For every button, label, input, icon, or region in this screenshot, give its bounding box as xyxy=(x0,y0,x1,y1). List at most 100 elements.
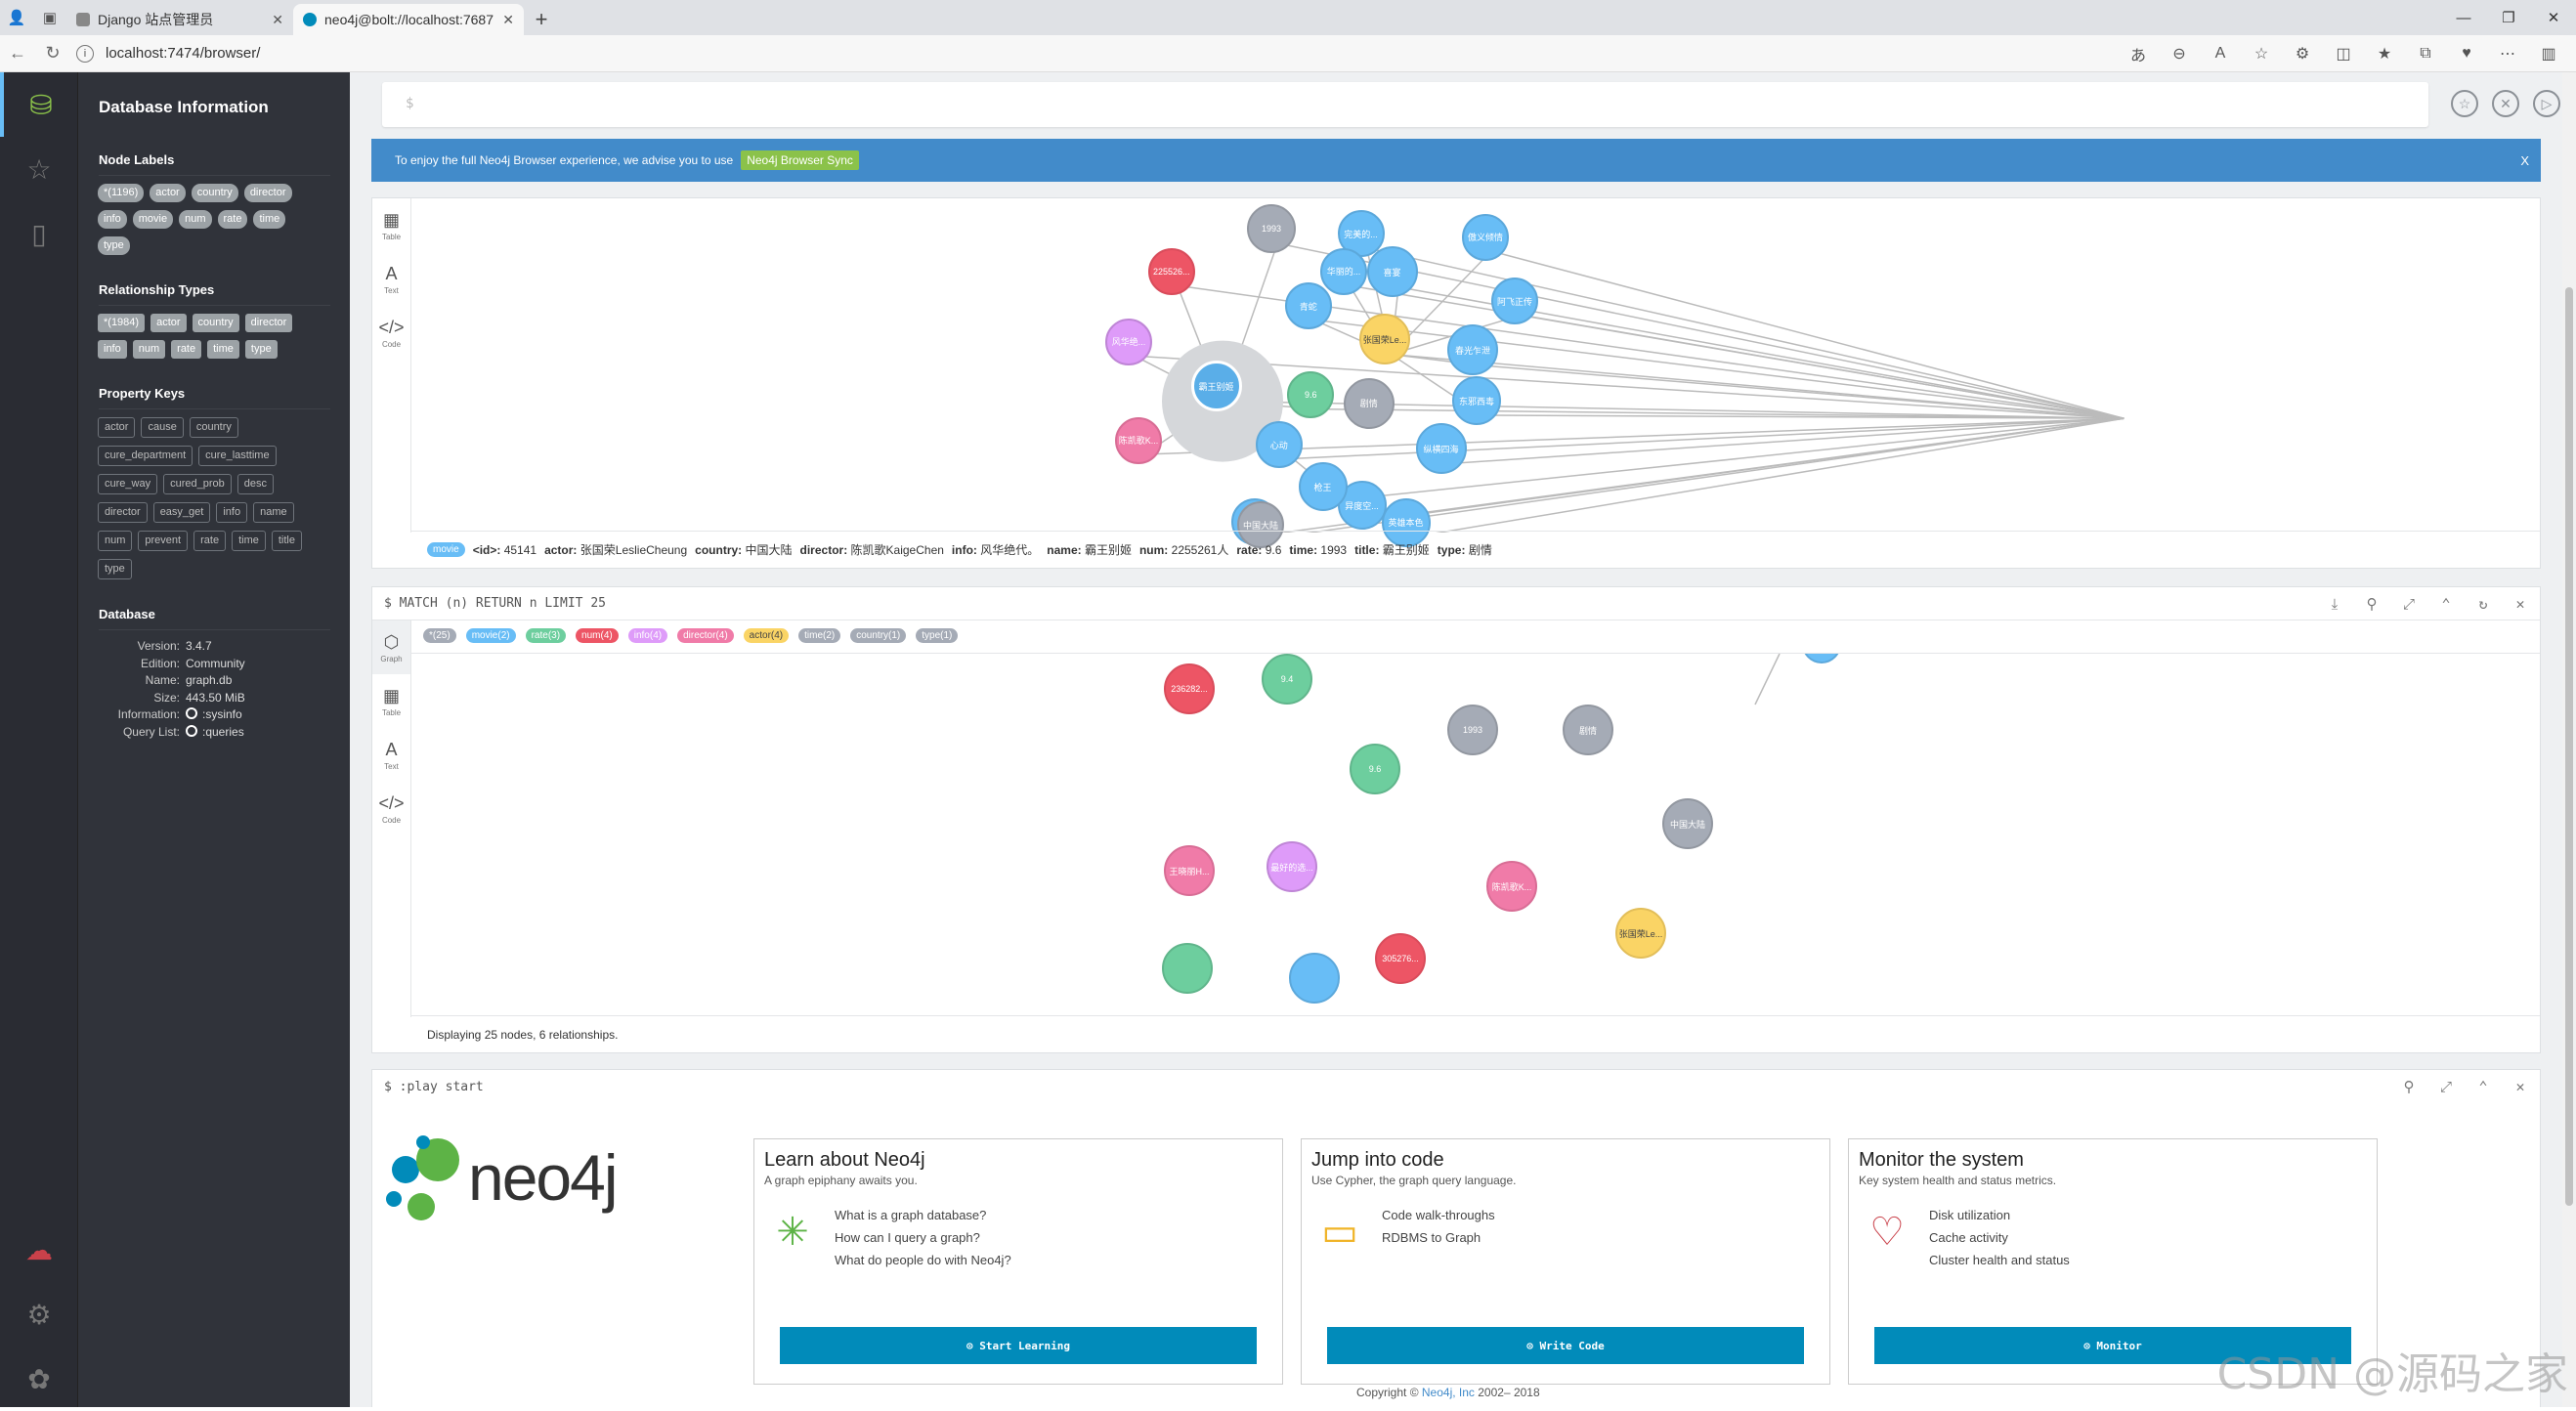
property-key-pill[interactable]: cure_department xyxy=(98,446,193,466)
property-key-pill[interactable]: director xyxy=(98,502,148,523)
collections-icon[interactable]: ⧉ xyxy=(2408,37,2443,70)
frame-query[interactable]: $ MATCH (n) RETURN n LIMIT 25 xyxy=(384,596,606,611)
property-key-pill[interactable]: time xyxy=(232,531,266,551)
legend-label-pill[interactable]: movie(2) xyxy=(466,628,516,643)
legend-label-pill[interactable]: time(2) xyxy=(798,628,840,643)
translate-icon[interactable]: あ xyxy=(2121,37,2156,70)
database-icon[interactable]: ⛁ xyxy=(0,72,78,137)
property-key-pill[interactable]: cure_lasttime xyxy=(198,446,276,466)
fullscreen-icon[interactable]: ⤢ xyxy=(2397,595,2421,613)
card-link[interactable]: How can I query a graph? xyxy=(835,1226,1011,1249)
graph-node[interactable]: 陈凯歌K... xyxy=(1486,861,1537,912)
database-value[interactable]: :queries xyxy=(186,724,244,742)
zoom-icon[interactable]: ⊖ xyxy=(2162,37,2197,70)
node-label-pill[interactable]: *(1196) xyxy=(98,184,144,202)
node-label-pill[interactable]: director xyxy=(244,184,292,202)
property-key-pill[interactable]: actor xyxy=(98,417,135,438)
graph-node[interactable]: 陈凯歌K... xyxy=(1115,417,1162,464)
favorite-query-button[interactable]: ☆ xyxy=(2451,90,2478,117)
graph-node[interactable]: 9.4 xyxy=(1262,654,1312,705)
favorites-star-icon[interactable]: ☆ xyxy=(0,137,78,201)
node-label-pill[interactable]: actor xyxy=(150,184,185,202)
legend-label-pill[interactable]: info(4) xyxy=(628,628,667,643)
table-view-button[interactable]: ▦Table xyxy=(372,198,410,252)
graph-node[interactable]: 喜宴 xyxy=(1367,246,1418,297)
graph-node[interactable]: 张国荣Le... xyxy=(1615,908,1666,959)
graph-node[interactable]: 阿飞正传 xyxy=(1491,278,1538,324)
new-tab-button[interactable]: + xyxy=(524,4,559,35)
node-label-pill[interactable]: time xyxy=(253,210,285,229)
node-label-pill[interactable]: movie xyxy=(133,210,173,229)
node-label-pill[interactable]: rate xyxy=(218,210,248,229)
graph-node[interactable]: 中国大陆 xyxy=(1662,798,1713,849)
documents-icon[interactable]: ▯ xyxy=(0,201,78,266)
database-value[interactable]: :sysinfo xyxy=(186,706,242,724)
graph-node[interactable]: 霸王别姬 xyxy=(1191,361,1242,411)
clear-query-button[interactable]: ✕ xyxy=(2492,90,2519,117)
property-key-pill[interactable]: type xyxy=(98,559,132,579)
property-key-pill[interactable]: easy_get xyxy=(153,502,211,523)
legend-label-pill[interactable]: *(25) xyxy=(423,628,456,643)
graph-node[interactable]: 1993 xyxy=(1447,705,1498,755)
relationship-type-pill[interactable]: country xyxy=(193,314,239,332)
graph-node[interactable]: 枪王 xyxy=(1299,462,1348,511)
property-key-pill[interactable]: cured_prob xyxy=(163,474,232,494)
frame-query[interactable]: $ :play start xyxy=(384,1080,484,1094)
legend-label-pill[interactable]: num(4) xyxy=(576,628,619,643)
neo4j-link[interactable]: Neo4j, Inc xyxy=(1422,1386,1475,1399)
browser-tab-django[interactable]: Django 站点管理员 ✕ xyxy=(66,4,293,35)
run-query-button[interactable]: ▷ xyxy=(2533,90,2560,117)
graph-node[interactable]: 最好的选... xyxy=(1267,841,1317,892)
relationship-type-pill[interactable]: info xyxy=(98,340,127,359)
split-screen-icon[interactable]: ◫ xyxy=(2326,37,2361,70)
close-frame-icon[interactable]: ✕ xyxy=(2509,1078,2532,1095)
favorite-star-icon[interactable]: ☆ xyxy=(2244,37,2279,70)
property-key-pill[interactable]: rate xyxy=(193,531,226,551)
card-link[interactable]: Code walk-throughs xyxy=(1382,1204,1495,1226)
graph-node[interactable] xyxy=(1162,943,1213,994)
cloud-disconnected-icon[interactable]: ☁ xyxy=(0,1218,78,1282)
settings-gear-icon[interactable]: ⚙ xyxy=(0,1282,78,1347)
graph-node[interactable]: 纵横四海 xyxy=(1416,423,1467,474)
property-key-pill[interactable]: num xyxy=(98,531,132,551)
reload-icon[interactable]: ↻ xyxy=(35,37,70,70)
scrollbar-thumb[interactable] xyxy=(2565,287,2573,1206)
banner-close-button[interactable]: X xyxy=(2520,153,2529,168)
tab-close-icon[interactable]: ✕ xyxy=(502,12,514,28)
graph-node[interactable]: 华丽的... xyxy=(1320,248,1367,295)
relationship-type-pill[interactable]: *(1984) xyxy=(98,314,145,332)
card-link[interactable]: What is a graph database? xyxy=(835,1204,1011,1226)
pin-icon[interactable]: ⚲ xyxy=(2397,1078,2421,1095)
node-label-pill[interactable]: country xyxy=(192,184,238,202)
node-label-badge[interactable]: movie xyxy=(427,542,465,557)
graph-node[interactable]: 剧情 xyxy=(1344,378,1395,429)
tab-actions-icon[interactable]: ▣ xyxy=(33,0,66,35)
stream-scrollbar[interactable] xyxy=(2562,72,2576,1407)
restore-icon[interactable]: ❐ xyxy=(2486,0,2531,35)
graph-node[interactable]: 张国荣Le... xyxy=(1359,314,1410,364)
property-key-pill[interactable]: info xyxy=(216,502,247,523)
browser-essentials-icon[interactable]: ♥ xyxy=(2449,37,2484,70)
pin-icon[interactable]: ⚲ xyxy=(2360,595,2383,613)
graph-node[interactable]: 9.6 xyxy=(1350,744,1400,794)
property-key-pill[interactable]: title xyxy=(272,531,302,551)
card-action-button[interactable]: ⊙ Start Learning xyxy=(780,1327,1257,1364)
graph-node[interactable]: 东邪西毒 xyxy=(1452,376,1501,425)
graph-node[interactable]: 心动 xyxy=(1256,421,1303,468)
fullscreen-icon[interactable]: ⤢ xyxy=(2434,1078,2458,1095)
graph-view-button[interactable]: ⬡Graph xyxy=(372,620,410,674)
relationship-type-pill[interactable]: type xyxy=(245,340,278,359)
legend-label-pill[interactable]: actor(4) xyxy=(744,628,789,643)
download-icon[interactable]: ⤓ xyxy=(2323,595,2346,613)
extensions-icon[interactable]: ⚙ xyxy=(2285,37,2320,70)
card-action-button[interactable]: ⊙ Write Code xyxy=(1327,1327,1804,1364)
table-view-button[interactable]: ▦Table xyxy=(372,674,410,728)
graph-node[interactable]: 风华绝... xyxy=(1105,319,1152,365)
card-link[interactable]: What do people do with Neo4j? xyxy=(835,1249,1011,1271)
graph-node[interactable]: 王晓丽H... xyxy=(1164,845,1215,896)
read-aloud-icon[interactable]: A xyxy=(2203,37,2238,70)
browser-tab-neo4j[interactable]: neo4j@bolt://localhost:7687 - Ne ✕ xyxy=(293,4,524,35)
graph-node[interactable]: 225526... xyxy=(1148,248,1195,295)
graph-node[interactable]: 春光乍泄 xyxy=(1447,324,1498,375)
